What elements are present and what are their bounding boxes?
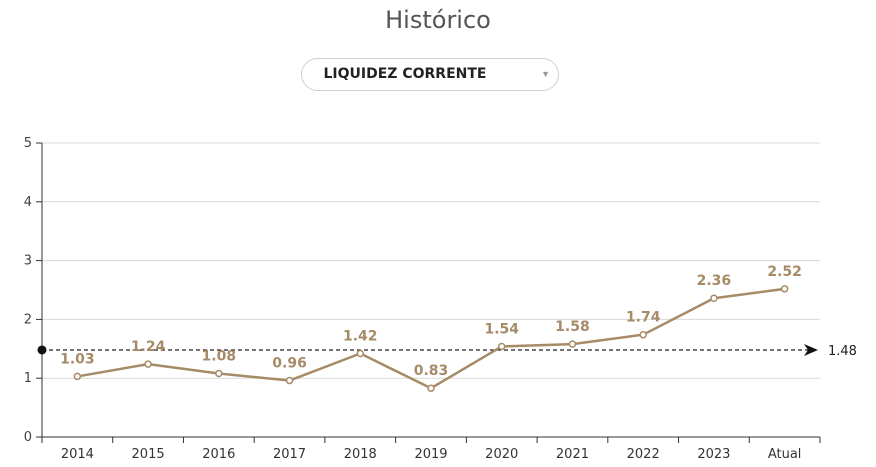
reference-line-start-dot: [37, 345, 47, 355]
reference-line-arrow-icon: [804, 343, 818, 356]
data-label: 1.08: [202, 348, 237, 364]
x-tick-label: 2019: [414, 447, 447, 462]
data-label: 0.96: [272, 356, 307, 372]
x-tick-label: 2016: [202, 447, 235, 462]
data-point: [639, 330, 647, 339]
indicator-select[interactable]: LIQUIDEZ CORRENTE ▼: [301, 58, 559, 91]
data-point: [285, 376, 294, 385]
data-point: [427, 384, 435, 392]
y-tick-label: 4: [24, 195, 32, 210]
data-label: 1.74: [626, 310, 661, 326]
data-label: 2.52: [767, 264, 802, 280]
data-label: 1.42: [343, 329, 378, 345]
series: 1.03 1.24 1.08 0.96 1.42 0.83 1.54 1.58 1.74 2.36…: [60, 264, 802, 392]
y-tick-label: 5: [24, 136, 32, 151]
data-point: [497, 342, 506, 351]
x-tick-label: 2020: [485, 447, 518, 462]
data-point: [568, 340, 577, 348]
x-tick-label: 2015: [132, 447, 165, 462]
data-label: 0.83: [414, 363, 449, 379]
x-tick-label: 2014: [61, 447, 94, 462]
data-point: [356, 349, 365, 358]
data-label: 1.58: [555, 319, 590, 335]
reference-line: 1.48: [37, 343, 857, 359]
y-tick-label: 0: [24, 430, 32, 445]
data-point: [73, 372, 82, 381]
indicator-select-value: LIQUIDEZ CORRENTE: [323, 66, 487, 82]
data-point: [780, 285, 789, 293]
x-tick-label: 2023: [697, 447, 730, 462]
data-point: [710, 294, 718, 302]
chevron-down-icon: ▼: [541, 69, 550, 79]
data-label: 1.24: [131, 339, 166, 355]
y-tick-label: 2: [24, 312, 32, 327]
x-tick-label: 2022: [627, 447, 660, 462]
x-tick-label: 2018: [344, 447, 377, 462]
data-label: 2.36: [697, 273, 732, 289]
x-tick-label: Atual: [768, 447, 802, 462]
data-label: 1.03: [60, 351, 95, 367]
x-tick-label: 2017: [273, 447, 306, 462]
reference-line-label: 1.48: [828, 344, 857, 359]
y-tick-label: 3: [24, 254, 32, 269]
page-title: Histórico: [385, 6, 491, 34]
data-point: [215, 369, 223, 378]
data-point: [144, 360, 152, 368]
data-label: 1.54: [484, 321, 519, 337]
y-tick-label: 1: [24, 371, 32, 386]
grid-lines: [42, 142, 820, 379]
x-tick-label: 2021: [556, 447, 589, 462]
axes: 0 1 2 3 4 5 2014 2015 2016 2017 2018 2019 2020 2021 20…: [24, 136, 821, 462]
